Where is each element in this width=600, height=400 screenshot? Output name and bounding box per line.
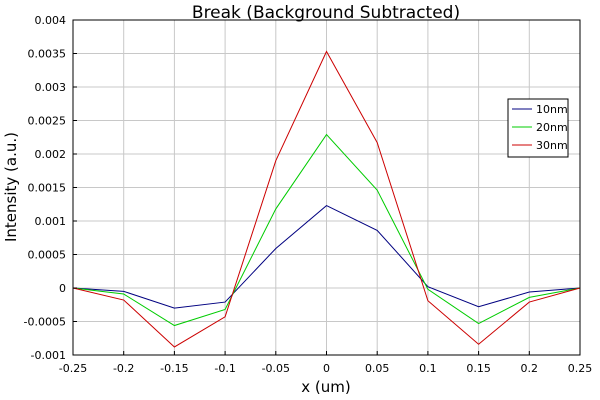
y-tick-label: 0.003 [35, 81, 67, 94]
axis-ticks: -0.25 -0.2 -0.15 -0.1 -0.05 0 0.05 0.1 0.15 0.2 0.… [24, 14, 593, 375]
x-axis-label: x (um) [301, 378, 350, 396]
y-tick-label: 0.0005 [28, 249, 67, 262]
y-tick-label: 0.001 [35, 215, 67, 228]
y-tick-label: 0.0015 [28, 182, 67, 195]
x-tick-label: 0.1 [419, 362, 437, 375]
x-tick-label: 0.05 [365, 362, 390, 375]
legend-label-20nm: 20nm [536, 121, 568, 134]
legend-label-10nm: 10nm [536, 103, 568, 116]
series-lines [72, 50, 581, 348]
x-tick-label: -0.25 [59, 362, 87, 375]
x-tick-label: 0.15 [466, 362, 491, 375]
y-tick-label: 0.004 [35, 14, 67, 27]
x-tick-label: -0.15 [160, 362, 188, 375]
legend: 10nm 20nm 30nm [507, 98, 569, 158]
x-tick-label: 0.25 [568, 362, 593, 375]
x-tick-label: -0.05 [262, 362, 290, 375]
legend-label-30nm: 30nm [536, 139, 568, 152]
x-tick-label: 0 [323, 362, 330, 375]
x-tick-label: -0.2 [113, 362, 134, 375]
y-tick-label: 0 [59, 282, 66, 295]
y-tick-label: 0.0035 [28, 48, 67, 61]
y-tick-label: -0.001 [31, 349, 66, 362]
y-tick-label: 0.002 [35, 148, 67, 161]
series-line-10nm [72, 204, 581, 309]
series-line-30nm [72, 50, 581, 348]
x-tick-label: -0.1 [214, 362, 235, 375]
chart-title: Break (Background Subtracted) [192, 3, 460, 23]
y-axis-label: Intensity (a.u.) [2, 132, 20, 242]
series-line-20nm [72, 133, 581, 327]
x-tick-label: 0.2 [521, 362, 539, 375]
y-tick-label: -0.0005 [24, 316, 66, 329]
y-tick-label: 0.0025 [28, 115, 67, 128]
